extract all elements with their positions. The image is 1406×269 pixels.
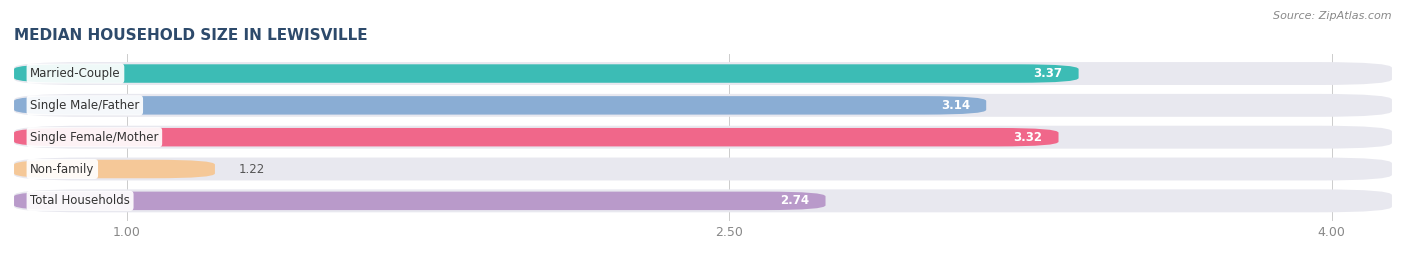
FancyBboxPatch shape xyxy=(14,158,1392,180)
Text: 1.22: 1.22 xyxy=(239,162,266,175)
Text: Single Female/Mother: Single Female/Mother xyxy=(30,131,159,144)
FancyBboxPatch shape xyxy=(14,128,1059,146)
FancyBboxPatch shape xyxy=(14,126,1392,149)
FancyBboxPatch shape xyxy=(14,64,1078,83)
Text: MEDIAN HOUSEHOLD SIZE IN LEWISVILLE: MEDIAN HOUSEHOLD SIZE IN LEWISVILLE xyxy=(14,28,368,43)
FancyBboxPatch shape xyxy=(14,192,825,210)
Text: Non-family: Non-family xyxy=(30,162,94,175)
Text: 3.14: 3.14 xyxy=(941,99,970,112)
Text: Married-Couple: Married-Couple xyxy=(30,67,121,80)
Text: Total Households: Total Households xyxy=(30,194,129,207)
FancyBboxPatch shape xyxy=(14,160,215,178)
Text: 2.74: 2.74 xyxy=(780,194,810,207)
Text: Single Male/Father: Single Male/Father xyxy=(30,99,139,112)
FancyBboxPatch shape xyxy=(14,189,1392,212)
FancyBboxPatch shape xyxy=(14,62,1392,85)
Text: 3.32: 3.32 xyxy=(1014,131,1042,144)
FancyBboxPatch shape xyxy=(14,96,986,115)
Text: Source: ZipAtlas.com: Source: ZipAtlas.com xyxy=(1274,11,1392,21)
FancyBboxPatch shape xyxy=(14,94,1392,117)
Text: 3.37: 3.37 xyxy=(1033,67,1063,80)
